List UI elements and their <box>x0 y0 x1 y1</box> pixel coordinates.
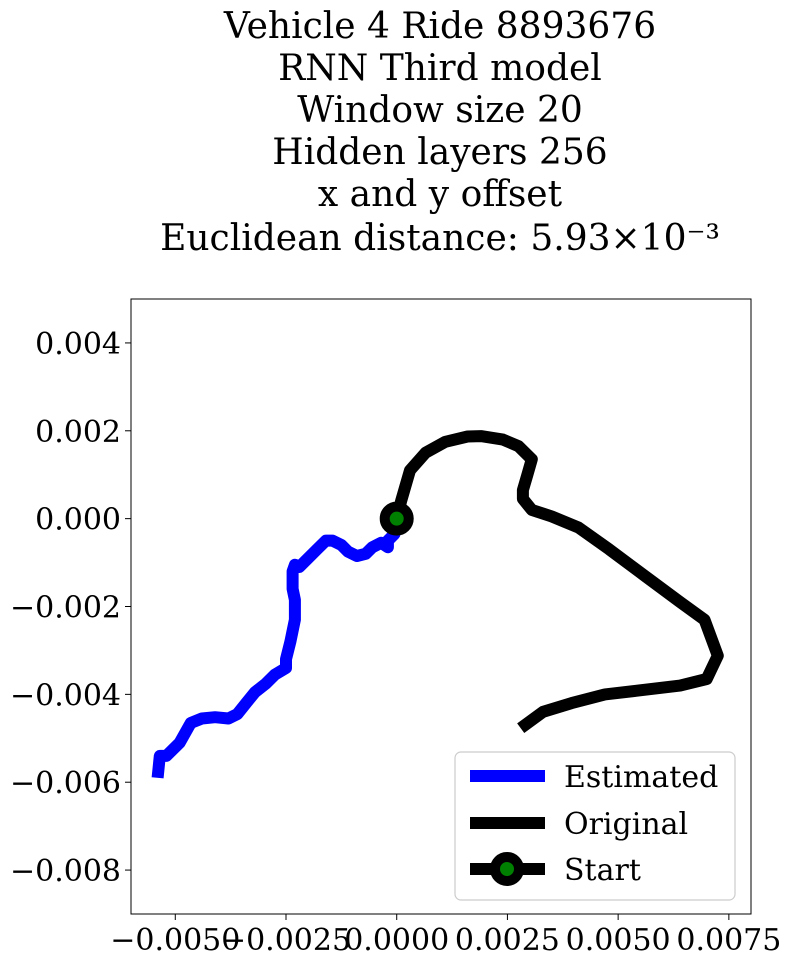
legend-label-original: Original <box>564 807 688 842</box>
title-line-1: Vehicle 4 Ride 8893676 <box>223 6 656 47</box>
x-tick-label: −0.0050 <box>110 923 240 958</box>
series-line-estimated <box>151 517 403 779</box>
y-tick-label: 0.000 <box>35 503 121 538</box>
legend: Estimated Original Start <box>454 751 736 901</box>
title-line-6: Euclidean distance: 5.93×10⁻³ <box>160 218 720 259</box>
title-line-3: Window size 20 <box>297 90 583 131</box>
y-tick-label: 0.002 <box>35 415 121 450</box>
x-tick-label: 0.0025 <box>455 923 560 958</box>
y-tick-label: −0.002 <box>10 591 121 626</box>
chart-title: Vehicle 4 Ride 8893676 RNN Third model W… <box>160 6 720 259</box>
y-tick-label: 0.004 <box>35 327 121 362</box>
title-line-4: Hidden layers 256 <box>272 132 607 173</box>
series-line-original <box>390 430 724 734</box>
x-tick-label: 0.0075 <box>676 923 781 958</box>
x-tick-label: −0.0025 <box>221 923 351 958</box>
x-tick-label: 0.0000 <box>344 923 449 958</box>
legend-label-estimated: Estimated <box>564 760 718 795</box>
legend-swatch-start-marker <box>490 852 524 886</box>
plot-area <box>151 430 724 779</box>
y-tick-label: −0.004 <box>10 678 121 713</box>
y-tick-label: −0.008 <box>10 854 121 889</box>
title-line-5: x and y offset <box>318 174 563 215</box>
legend-label-start: Start <box>564 853 641 888</box>
title-line-2: RNN Third model <box>278 48 602 89</box>
start-marker <box>379 501 414 536</box>
y-tick-label: −0.006 <box>10 766 121 801</box>
x-tick-label: 0.0050 <box>566 923 671 958</box>
